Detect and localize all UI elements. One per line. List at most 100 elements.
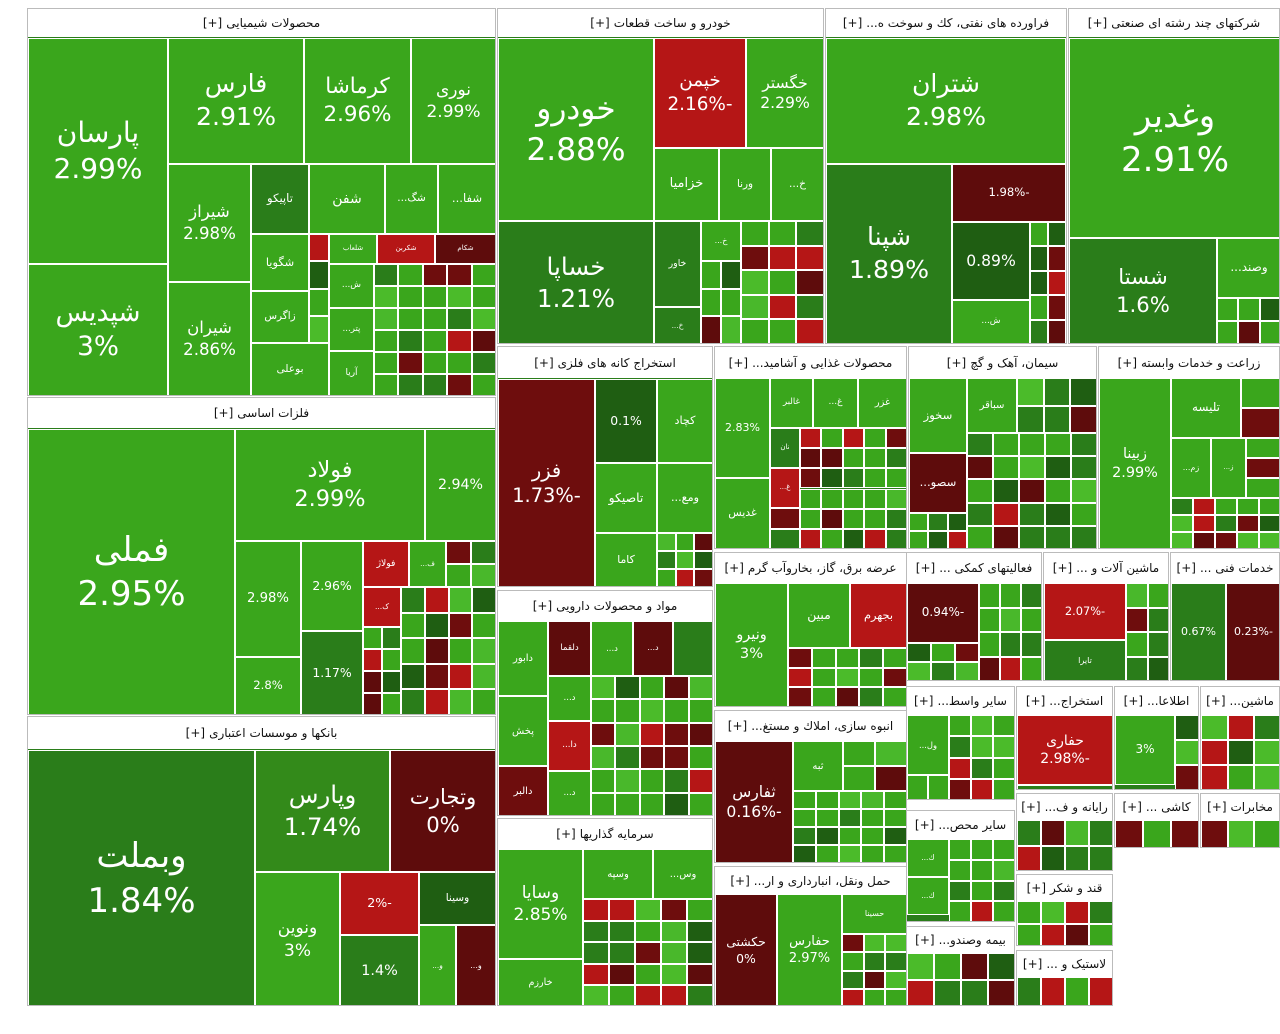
sector-header[interactable]: رایانه و ف... [+] xyxy=(1017,794,1112,820)
stock-tile: شگ... xyxy=(385,164,438,234)
sector-header[interactable]: عرضه برق، گاز، بخاروآب گرم [+] xyxy=(715,553,906,583)
small-tile xyxy=(1215,532,1237,548)
small-tile xyxy=(843,741,875,766)
sector-header[interactable]: بیمه وصندو... [+] xyxy=(907,927,1014,953)
small-tile xyxy=(1030,319,1048,343)
small-tile xyxy=(382,693,401,714)
stock-name: بوعلی xyxy=(276,362,304,375)
sector-header[interactable]: انبوه سازی، املاك و مستغ... [+] xyxy=(715,711,906,741)
sector-header[interactable]: زراعت و خدمات وابسته [+] xyxy=(1099,347,1279,378)
stock-tile: ز... xyxy=(1211,438,1246,498)
stock-name: فملی xyxy=(93,529,170,570)
sector-box: وسایا 2.85% خارزم وسپه وس... سرمایه گذاریها [+… xyxy=(497,818,713,1006)
small-tile xyxy=(961,953,988,980)
sector-header[interactable]: اطلاعا... [+] xyxy=(1115,687,1198,715)
sector-header[interactable]: کاشی ... [+] xyxy=(1115,794,1198,820)
sector-header[interactable]: شرکتهای چند رشته ای صنعتی [+] xyxy=(1069,9,1279,37)
stock-name: دا... xyxy=(562,740,577,751)
small-tile xyxy=(615,769,640,793)
small-tile xyxy=(1147,656,1168,680)
sector-header[interactable]: قند و شکر [+] xyxy=(1017,875,1112,901)
sector-header[interactable]: فلزات اساسی [+] xyxy=(28,398,495,428)
small-tile xyxy=(885,952,906,971)
small-tile xyxy=(591,699,616,723)
small-tile xyxy=(1217,321,1239,343)
small-tile xyxy=(971,778,993,799)
stock-name: وصند... xyxy=(1230,260,1268,275)
small-tile xyxy=(1126,632,1148,657)
small-tile xyxy=(447,286,472,308)
sector-header[interactable]: استخراج کانه های فلزی [+] xyxy=(498,347,712,378)
small-tile xyxy=(309,288,329,316)
small-tile xyxy=(1030,246,1048,271)
small-tile xyxy=(883,667,906,688)
small-tile xyxy=(1227,820,1255,847)
stock-tile: و... xyxy=(456,925,495,1005)
small-tile xyxy=(885,468,906,489)
stock-tile: شیران 2.86% xyxy=(168,282,251,395)
small-tile xyxy=(1048,319,1066,343)
sector-header[interactable]: سایر محص... [+] xyxy=(907,811,1014,839)
small-tile xyxy=(1126,607,1148,632)
small-tile xyxy=(741,319,769,343)
small-tile xyxy=(1030,270,1048,296)
stock-name: فارس xyxy=(204,69,268,99)
small-tile xyxy=(721,316,741,343)
small-tile xyxy=(931,643,955,662)
small-tile xyxy=(1115,820,1143,847)
sector-header[interactable]: خودرو و ساخت قطعات [+] xyxy=(498,9,823,37)
small-tile xyxy=(374,330,399,352)
stock-change: -1.98% xyxy=(988,185,1030,200)
small-tile xyxy=(971,880,993,902)
small-tile xyxy=(398,308,423,330)
sector-header[interactable]: فعالیتهای کمکی ... [+] xyxy=(907,553,1041,583)
sector-title: خدمات فنی ... xyxy=(1199,561,1274,575)
small-tile xyxy=(1043,405,1071,433)
sector-header[interactable]: حمل ونقل، انبارداری و ار... [+] xyxy=(715,867,906,894)
stock-name: شلعاب xyxy=(342,244,364,253)
stock-tile: کچاد xyxy=(657,379,712,463)
small-tile xyxy=(1017,845,1041,870)
stock-change: 2.86% xyxy=(183,340,236,359)
small-tile xyxy=(382,649,401,671)
small-tile xyxy=(875,766,906,791)
small-tile xyxy=(471,374,495,395)
sector-box: 2.83% غدیس غالبر غ... غزر نان غ... محصولات غذای… xyxy=(714,346,907,549)
sector-box: ماشین... [+] xyxy=(1200,686,1280,790)
stock-name: زاگرس xyxy=(264,310,296,323)
sector-header[interactable]: سرمایه گذاریها [+] xyxy=(498,819,712,849)
small-tile xyxy=(422,352,448,374)
small-tile xyxy=(309,234,329,262)
stock-tile: ثفارس -0.16% xyxy=(715,741,793,862)
stock-name: زم... xyxy=(1182,462,1200,472)
stock-name: سخوز xyxy=(923,407,953,422)
small-tile xyxy=(422,264,448,286)
sector-header[interactable]: مخابرات [+] xyxy=(1201,794,1279,820)
sector-header[interactable]: محصولات غذایی و آشامید... [+] xyxy=(715,347,906,378)
sector-header[interactable]: ماشین آلات و ... [+] xyxy=(1044,553,1168,583)
sector-header[interactable]: فراورده های نفتی، کك و سوخت ه... [+] xyxy=(826,9,1066,37)
small-tile xyxy=(1071,525,1096,548)
small-tile xyxy=(363,627,382,649)
small-tile xyxy=(1238,298,1260,321)
sector-title: مخابرات xyxy=(1230,800,1273,814)
stock-name: تاپیکو xyxy=(267,191,293,206)
sector-header[interactable]: لاستیک و ... [+] xyxy=(1017,951,1112,977)
sector-header[interactable]: بانکها و موسسات اعتباری [+] xyxy=(28,717,495,749)
sector-header[interactable]: خدمات فنی ... [+] xyxy=(1171,553,1279,583)
small-tile xyxy=(864,508,886,529)
small-tile xyxy=(971,715,993,737)
sector-header[interactable]: مواد و محصولات دارویی [+] xyxy=(498,591,712,621)
small-tile xyxy=(447,352,472,374)
stock-name: د... xyxy=(647,643,659,653)
small-tile xyxy=(741,294,769,320)
sector-header[interactable]: سایر واسط... [+] xyxy=(907,687,1014,715)
sector-header[interactable]: محصولات شیمیایی [+] xyxy=(28,9,495,37)
sector-header[interactable]: سیمان، آهک و گچ [+] xyxy=(909,347,1096,378)
small-tile xyxy=(835,667,860,688)
stock-tile: ش... xyxy=(329,264,374,308)
stock-tile: دابور xyxy=(498,621,548,696)
sector-header[interactable]: استخراج... [+] xyxy=(1017,687,1112,715)
stock-tile: کرماشا 2.96% xyxy=(304,38,411,164)
sector-header[interactable]: ماشین... [+] xyxy=(1201,687,1279,715)
